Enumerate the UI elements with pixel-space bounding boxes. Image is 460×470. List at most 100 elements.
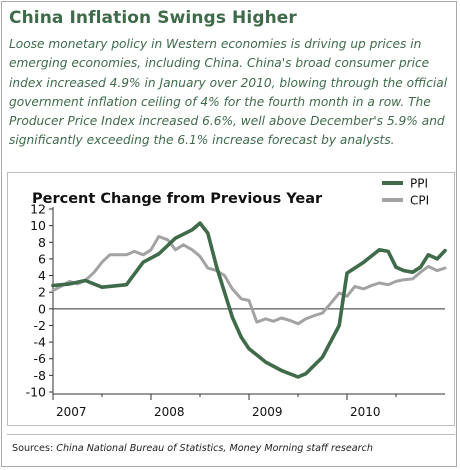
data-point-ppi <box>223 291 226 293</box>
data-point-cpi <box>223 274 226 277</box>
data-point-cpi <box>305 318 307 320</box>
data-point-ppi <box>240 336 242 338</box>
data-point-ppi <box>297 376 299 378</box>
footer-divider <box>7 434 455 435</box>
data-point-ppi <box>68 283 71 285</box>
data-point-ppi <box>436 258 438 260</box>
data-point-ppi <box>305 372 307 375</box>
data-point-ppi <box>191 228 193 231</box>
summary-paragraph: Loose monetary policy in Western economi… <box>9 37 448 148</box>
data-point-cpi <box>207 267 209 269</box>
data-point-cpi <box>182 243 185 246</box>
data-point-cpi <box>354 285 356 288</box>
x-tick-label: 2008 <box>154 405 185 419</box>
legend-label-ppi: PPI <box>410 177 428 191</box>
data-point-ppi <box>403 269 405 272</box>
data-point-cpi <box>158 235 160 238</box>
x-tick-label: 2010 <box>350 405 381 419</box>
data-point-cpi <box>411 278 414 280</box>
chart-panel: Percent Change from Previous Year 12 10 8 6… <box>7 172 455 426</box>
data-point-ppi <box>427 253 430 256</box>
y-tick-label: 12 <box>30 202 46 217</box>
data-point-cpi <box>231 288 234 290</box>
sources-note: Sources: China National Bureau of Statis… <box>12 443 373 454</box>
data-point-ppi <box>199 222 201 224</box>
data-point-cpi <box>125 253 128 256</box>
data-point-cpi <box>378 282 381 284</box>
x-tick-label: 2007 <box>56 405 87 419</box>
sources-text: China National Bureau of Statistics, Mon… <box>56 443 373 454</box>
data-point-ppi <box>264 361 267 363</box>
y-tick-label: -10 <box>26 385 46 400</box>
data-point-ppi <box>52 284 54 287</box>
data-point-cpi <box>109 253 111 256</box>
y-tick-label: -8 <box>34 368 47 383</box>
data-point-cpi <box>346 295 348 298</box>
data-point-ppi <box>338 324 340 327</box>
data-point-ppi <box>125 283 128 286</box>
data-point-cpi <box>150 248 152 251</box>
data-point-cpi <box>117 253 120 256</box>
x-tick-label: 2009 <box>252 405 283 419</box>
data-point-cpi <box>329 303 332 305</box>
data-point-cpi <box>52 289 54 292</box>
data-point-cpi <box>256 321 258 323</box>
data-point-ppi <box>321 356 324 358</box>
data-point-ppi <box>215 266 218 269</box>
data-point-cpi <box>321 312 324 314</box>
data-point-cpi <box>444 267 446 269</box>
data-point-ppi <box>419 266 422 269</box>
data-point-ppi <box>207 232 209 234</box>
y-tick-label: 8 <box>38 235 46 250</box>
data-point-cpi <box>272 320 275 323</box>
data-point-cpi <box>370 284 373 287</box>
data-point-cpi <box>395 280 397 283</box>
data-point-cpi <box>101 261 103 264</box>
data-point-cpi <box>248 299 250 302</box>
y-tick-label: 6 <box>38 251 46 266</box>
y-tick-label: -6 <box>34 351 47 366</box>
data-point-cpi <box>174 248 177 251</box>
data-point-ppi <box>84 279 87 282</box>
data-point-ppi <box>142 261 144 264</box>
data-point-cpi <box>166 238 169 241</box>
data-point-ppi <box>387 250 389 253</box>
data-point-cpi <box>403 278 405 281</box>
data-point-cpi <box>362 288 365 290</box>
legend-label-cpi: CPI <box>410 194 429 208</box>
data-point-cpi <box>419 271 422 274</box>
data-point-cpi <box>191 248 193 251</box>
y-tick-label: 10 <box>30 218 46 233</box>
chart-title: Percent Change from Previous Year <box>32 191 323 207</box>
y-tick-label: -4 <box>34 335 47 350</box>
y-tick-label: 0 <box>38 301 46 316</box>
data-point-cpi <box>297 322 299 325</box>
data-point-cpi <box>289 319 291 322</box>
data-point-ppi <box>174 237 177 239</box>
data-point-cpi <box>93 271 95 274</box>
data-point-ppi <box>158 253 160 255</box>
headline: China Inflation Swings Higher <box>9 8 297 28</box>
sources-label: Sources: <box>12 443 54 454</box>
data-point-cpi <box>199 255 201 258</box>
y-tick-label: 4 <box>38 268 46 283</box>
data-point-cpi <box>240 298 242 300</box>
data-point-cpi <box>338 292 340 294</box>
data-point-ppi <box>444 249 446 252</box>
data-point-ppi <box>280 369 283 372</box>
y-tick-label: 2 <box>38 285 46 300</box>
data-point-cpi <box>264 318 267 320</box>
y-tick-label: -2 <box>34 318 46 333</box>
data-point-ppi <box>411 271 414 274</box>
data-point-ppi <box>362 261 365 264</box>
data-point-cpi <box>313 314 316 317</box>
data-point-cpi <box>280 317 283 319</box>
data-point-cpi <box>436 269 438 272</box>
data-point-ppi <box>231 316 234 318</box>
data-point-ppi <box>101 286 103 288</box>
data-point-cpi <box>427 265 430 268</box>
data-point-ppi <box>346 272 348 274</box>
data-point-cpi <box>68 280 71 283</box>
